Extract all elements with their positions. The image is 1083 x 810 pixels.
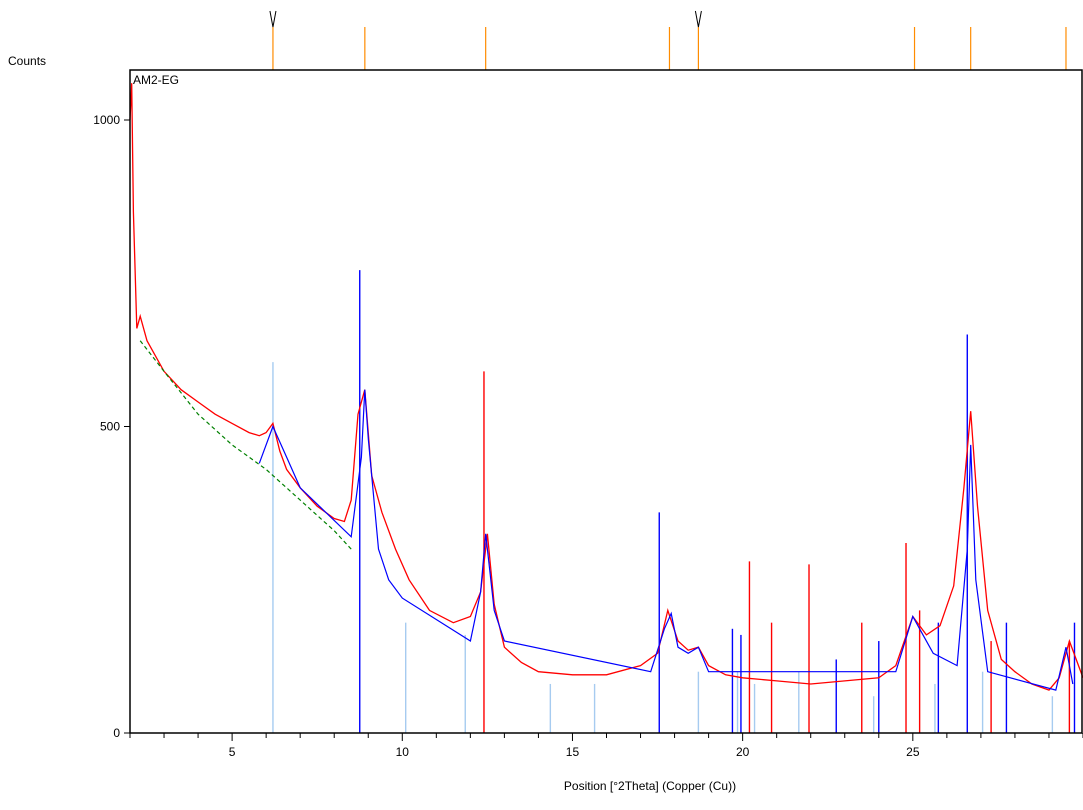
fit-series-line — [258, 389, 1074, 691]
y-tick-label-2: 1000 — [93, 113, 120, 127]
x-tick-label-0: 5 — [229, 745, 236, 759]
peak-markers-layer — [269, 10, 1067, 70]
y-tick-label-0: 0 — [113, 726, 120, 740]
x-axis-title: Position [°2Theta] (Copper (Cu)) — [564, 779, 736, 793]
x-tick-label-1: 10 — [396, 745, 410, 759]
x-tick-label-2: 15 — [566, 745, 580, 759]
axes-layer: 0 500 1000 5 10 15 20 25 — [93, 69, 1083, 759]
y-tick-label-1: 500 — [100, 420, 120, 434]
background-series-line — [139, 340, 352, 550]
sample-name-label: AM2-EG — [133, 73, 179, 87]
x-tick-label-4: 25 — [906, 745, 920, 759]
y-axis-title: Counts — [8, 54, 46, 68]
reference-lines-layer — [272, 270, 1076, 733]
peak-arrow-1 — [694, 10, 702, 28]
peak-arrow-0 — [269, 10, 277, 28]
series-layer — [129, 83, 1083, 691]
x-tick-label-3: 20 — [736, 745, 750, 759]
